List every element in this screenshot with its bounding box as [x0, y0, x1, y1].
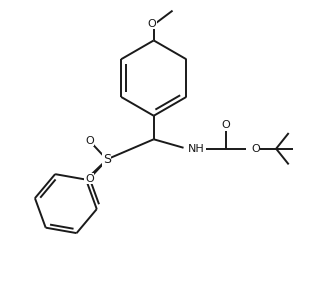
Text: O: O: [85, 136, 94, 146]
Text: S: S: [103, 153, 111, 166]
Text: O: O: [221, 120, 230, 130]
Text: NH: NH: [188, 144, 205, 154]
Text: O: O: [251, 144, 260, 154]
Text: O: O: [148, 19, 156, 29]
Text: O: O: [85, 174, 94, 183]
